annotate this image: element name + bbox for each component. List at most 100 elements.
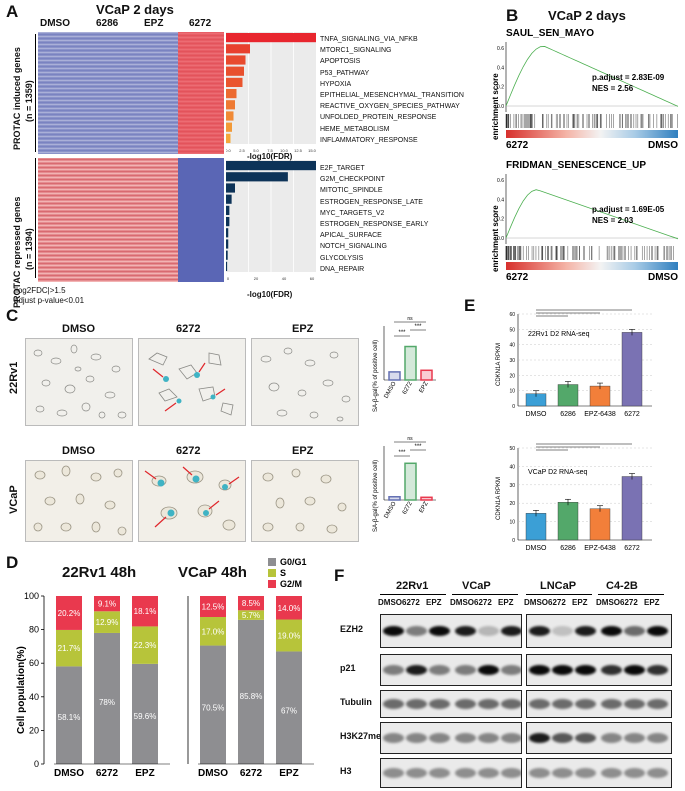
blot-band bbox=[624, 733, 645, 743]
heatmap-footnote-fc: |log2FDC|>1.5 bbox=[14, 286, 66, 295]
rpkm-ytick: 40 bbox=[509, 343, 515, 349]
blot-band bbox=[601, 626, 622, 636]
blot-strip bbox=[526, 614, 672, 648]
blot-strip bbox=[526, 758, 672, 788]
pathway-label: NOTCH_SIGNALING bbox=[320, 243, 387, 250]
cell-cycle-value: 22.3% bbox=[134, 641, 157, 650]
cell-cycle-value: 59.6% bbox=[134, 712, 157, 721]
gsea-plot-fridman-senescence: FRIDMAN_SENESCENCE_UP0.60.40.20.0p.adjus… bbox=[484, 156, 680, 298]
pathway-label: P53_PATHWAY bbox=[320, 70, 369, 77]
legend-label: S bbox=[280, 568, 286, 578]
blot-cell-line-label: VCaP bbox=[462, 580, 491, 592]
rpkm-category: 6272 bbox=[624, 545, 640, 552]
blot-band bbox=[552, 733, 573, 743]
blot-band bbox=[501, 733, 522, 743]
legend-swatch bbox=[268, 580, 276, 588]
micrograph-vcap-epz bbox=[251, 460, 359, 542]
pathway-bar bbox=[226, 183, 235, 192]
pathway-label: E2F_TARGET bbox=[320, 165, 365, 172]
cell-cycle-value: 85.8% bbox=[240, 692, 263, 701]
sa-bgal-bar bbox=[389, 497, 400, 500]
blot-protein-label: p21 bbox=[340, 663, 356, 673]
sa-bgal-bar bbox=[421, 370, 432, 380]
sig-mark: *** bbox=[414, 444, 422, 450]
blot-header-line bbox=[526, 594, 592, 595]
cell-cycle-value: 67% bbox=[281, 706, 297, 715]
bar-tick-label: 0.0 bbox=[226, 148, 232, 153]
blot-band bbox=[406, 733, 427, 743]
micro-vcap-epz-label: EPZ bbox=[292, 445, 313, 457]
rpkm-ytick: 10 bbox=[509, 520, 515, 526]
blot-band bbox=[529, 768, 550, 778]
rpkm-ytick: 50 bbox=[509, 446, 515, 452]
cell-cycle-legend: G0/G1SG2/M bbox=[268, 556, 328, 592]
rpkm-bar bbox=[622, 477, 642, 540]
blot-strip bbox=[526, 690, 672, 718]
panel-b-title: VCaP 2 days bbox=[548, 8, 626, 23]
sa-bgal-vcap-chart: DMSO 6272 EPZ******nsSA-β-gal(% of positiv… bbox=[368, 436, 448, 548]
blot-band bbox=[501, 626, 522, 636]
pathway-label: INFLAMMATORY_RESPONSE bbox=[320, 137, 418, 144]
heatmap-col-6286: 6286 bbox=[96, 18, 118, 29]
rpkm-ylabel: CDKN1A RPKM bbox=[496, 477, 502, 520]
cell-cycle-value: 12.5% bbox=[202, 603, 225, 612]
blot-band bbox=[647, 699, 668, 709]
blot-band bbox=[647, 665, 668, 675]
pathway-label: ESTROGEN_RESPONSE_EARLY bbox=[320, 221, 428, 228]
bar-tick-label: 20 bbox=[254, 276, 259, 281]
cell-cycle-value: 58.1% bbox=[58, 713, 81, 722]
blot-strip bbox=[526, 722, 672, 754]
pathway-label: TNFA_SIGNALING_VIA_NFKB bbox=[320, 36, 418, 43]
blot-band bbox=[575, 626, 596, 636]
cdkn1a-vcap-chart: 01020304050DMSO 6286 EPZ-6438 6272VCaP D2 R… bbox=[488, 438, 658, 570]
blot-band bbox=[478, 699, 499, 709]
sig-mark: ns bbox=[407, 436, 413, 442]
row-22rv1-label: 22Rv1 bbox=[8, 362, 20, 394]
heatmap-col-6272: 6272 bbox=[189, 18, 211, 29]
blot-header-line bbox=[598, 594, 664, 595]
pathway-label: APOPTOSIS bbox=[320, 58, 360, 65]
blot-lane-label: EPZ bbox=[426, 598, 442, 607]
blot-band bbox=[406, 665, 427, 675]
cells-vcap-6272 bbox=[139, 461, 245, 541]
blot-band bbox=[455, 699, 476, 709]
heatmap-induced-control bbox=[38, 32, 178, 154]
blot-band bbox=[429, 699, 450, 709]
blot-band bbox=[529, 626, 550, 636]
rpkm-ytick: 20 bbox=[509, 373, 515, 379]
rpkm-ytick: 60 bbox=[509, 312, 515, 318]
blot-band bbox=[552, 626, 573, 636]
blot-cell-line-label: LNCaP bbox=[540, 580, 576, 592]
bar-tick-label: 0 bbox=[227, 276, 230, 281]
sa-bgal-category: 6272 bbox=[402, 380, 414, 395]
rpkm-ytick: 0 bbox=[512, 404, 515, 410]
micrograph-22rv1-epz bbox=[251, 338, 359, 426]
heatmap-repressed-control bbox=[38, 158, 178, 282]
rpkm-ytick: 30 bbox=[509, 358, 515, 364]
blot-band bbox=[624, 699, 645, 709]
blot-band bbox=[406, 626, 427, 636]
micrograph-22rv1-6272 bbox=[138, 338, 246, 426]
heatmap-footnote-pval: adjust p-value<0.01 bbox=[14, 296, 84, 305]
blot-band bbox=[383, 665, 404, 675]
cell-cycle-category: DMSO bbox=[54, 768, 84, 779]
rpkm-subtitle: VCaP D2 RNA-seq bbox=[528, 469, 588, 476]
cell-cycle-value: 21.7% bbox=[58, 644, 81, 653]
gsea-nes: NES = 2.03 bbox=[592, 216, 634, 225]
blot-band bbox=[429, 768, 450, 778]
blot-band bbox=[552, 699, 573, 709]
blot-band bbox=[575, 733, 596, 743]
blot-band bbox=[601, 699, 622, 709]
gsea-left-label: 6272 bbox=[506, 272, 529, 283]
rpkm-bar bbox=[526, 513, 546, 540]
induced-pathway-labels: TNFA_SIGNALING_VIA_NFKB MTORC1_SIGNALING A… bbox=[320, 34, 480, 154]
blot-band bbox=[406, 768, 427, 778]
sa-bgal-category: EPZ bbox=[419, 501, 430, 514]
sa-bgal-category: DMSO bbox=[384, 381, 398, 400]
induced-pathway-barchart: 0.0 2.5 5.0 7.5 10.0 12.5 15.0 bbox=[226, 32, 318, 158]
blot-band bbox=[429, 733, 450, 743]
blot-lane-label: 6272 bbox=[474, 598, 492, 607]
repressed-bracket bbox=[35, 158, 36, 278]
panel-e-letter: E bbox=[464, 296, 475, 316]
blot-lane-label: DMSO bbox=[450, 598, 474, 607]
